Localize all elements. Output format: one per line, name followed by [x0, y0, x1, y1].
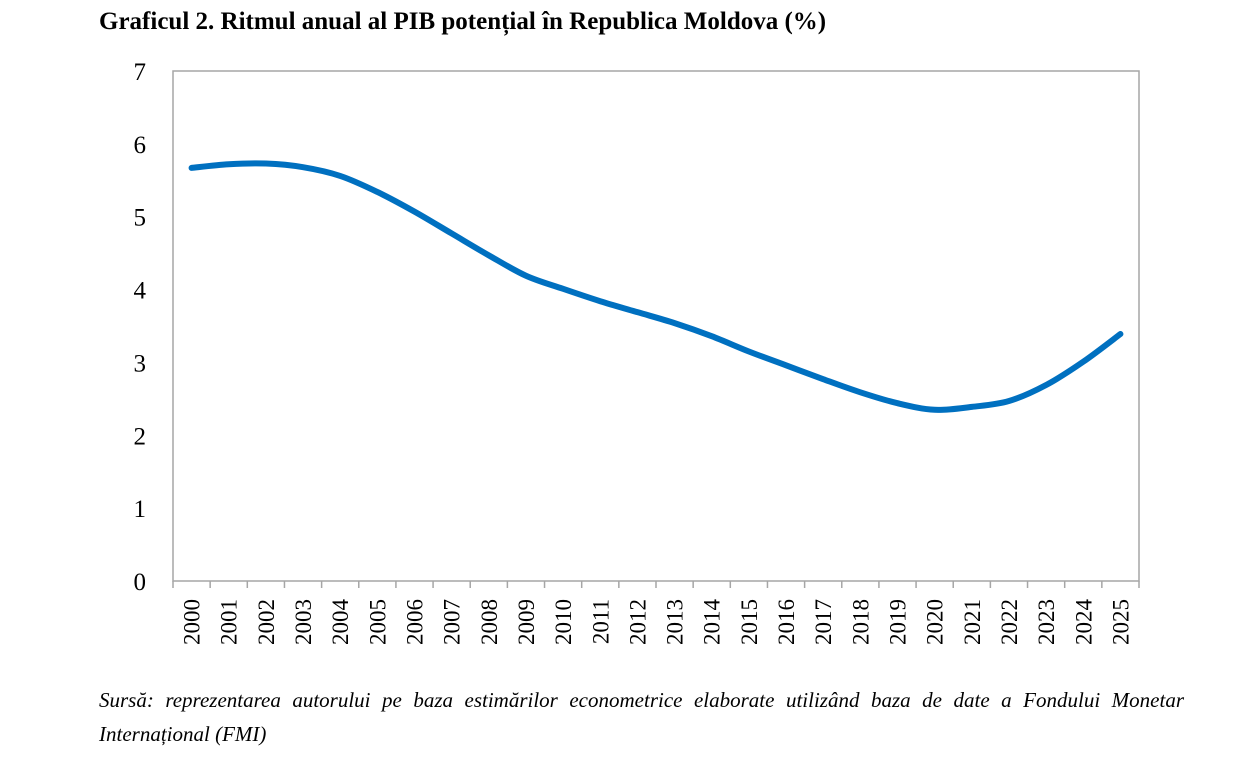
- y-tick-label: 0: [134, 569, 147, 596]
- x-tick-label: 2023: [1034, 599, 1059, 645]
- x-tick-label: 2000: [180, 599, 205, 645]
- x-tick-label: 2019: [886, 599, 911, 645]
- x-tick-label: 2011: [588, 599, 613, 644]
- x-tick-label: 2021: [960, 599, 985, 645]
- chart-title: Graficul 2. Ritmul anual al PIB potenția…: [99, 8, 827, 35]
- x-tick-label: 2003: [291, 599, 316, 645]
- x-tick-label: 2005: [365, 599, 390, 645]
- x-tick-label: 2018: [848, 599, 873, 645]
- plot-area: [172, 70, 1140, 582]
- y-axis: 0 1 2 3 4 5 6 7: [134, 59, 147, 596]
- x-axis: 2000 2001 2002 2003 2004 2005 2006 2007 2008 2009…: [172, 581, 1140, 646]
- y-tick-label: 1: [134, 496, 147, 523]
- x-tick-label: 2009: [514, 599, 539, 645]
- y-tick-label: 2: [134, 423, 147, 450]
- series-line: [188, 160, 1124, 413]
- x-tick-label: 2015: [737, 599, 762, 645]
- x-tick-label: 2010: [551, 599, 576, 645]
- x-tick-label: 2004: [328, 599, 353, 646]
- source-note: Sursă: reprezentarea autorului pe baza e…: [99, 688, 1184, 746]
- x-tick-label: 2014: [700, 599, 725, 646]
- x-tick-label: 2008: [477, 599, 502, 645]
- x-tick-label: 2016: [774, 599, 799, 645]
- series-layer: [188, 160, 1124, 413]
- y-tick-label: 3: [134, 350, 147, 377]
- x-tick-label: 2017: [811, 599, 836, 645]
- x-tick-label: 2002: [254, 599, 279, 645]
- x-tick-label: 2007: [440, 599, 465, 645]
- x-tick-label: 2025: [1108, 599, 1133, 645]
- x-tick-label: 2012: [625, 599, 650, 645]
- x-tick-label: 2022: [997, 599, 1022, 645]
- x-tick-label: 2020: [923, 599, 948, 645]
- y-tick-label: 4: [134, 278, 147, 305]
- y-tick-label: 6: [134, 132, 147, 159]
- y-tick-label: 5: [134, 205, 147, 232]
- x-tick-label: 2024: [1071, 599, 1096, 646]
- x-tick-label: 2001: [217, 599, 242, 645]
- y-tick-label: 7: [134, 59, 147, 86]
- x-tick-label: 2013: [663, 599, 688, 645]
- x-tick-label: 2006: [403, 599, 428, 645]
